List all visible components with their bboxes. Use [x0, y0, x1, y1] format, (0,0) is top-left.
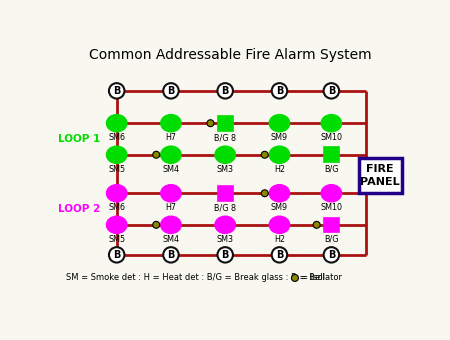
FancyBboxPatch shape: [218, 186, 233, 201]
Ellipse shape: [107, 216, 127, 233]
Ellipse shape: [270, 185, 289, 202]
Ellipse shape: [161, 216, 181, 233]
Text: B: B: [328, 250, 335, 260]
Text: SM4: SM4: [162, 235, 180, 244]
Text: SM5: SM5: [108, 165, 125, 174]
Ellipse shape: [321, 185, 342, 202]
Ellipse shape: [215, 216, 235, 233]
Ellipse shape: [215, 146, 235, 163]
Circle shape: [163, 247, 179, 262]
Text: B/G 8: B/G 8: [214, 203, 236, 212]
Circle shape: [292, 274, 298, 282]
Text: B/G: B/G: [324, 165, 338, 174]
Circle shape: [261, 190, 268, 197]
Circle shape: [207, 120, 214, 127]
Text: B: B: [167, 250, 175, 260]
Circle shape: [313, 221, 320, 228]
Ellipse shape: [107, 146, 127, 163]
Text: B/G 8: B/G 8: [214, 133, 236, 142]
Text: LOOP 1: LOOP 1: [58, 134, 101, 144]
FancyBboxPatch shape: [324, 218, 339, 232]
Text: SM9: SM9: [271, 203, 288, 212]
Text: PANEL: PANEL: [360, 177, 400, 187]
Ellipse shape: [107, 185, 127, 202]
Text: B: B: [328, 86, 335, 96]
Text: H7: H7: [166, 203, 176, 212]
Text: Common Addressable Fire Alarm System: Common Addressable Fire Alarm System: [89, 48, 372, 62]
FancyBboxPatch shape: [218, 116, 233, 131]
Circle shape: [324, 83, 339, 99]
Ellipse shape: [161, 115, 181, 132]
Text: SM9: SM9: [271, 133, 288, 142]
Circle shape: [109, 247, 125, 262]
Circle shape: [261, 151, 268, 158]
Text: SM4: SM4: [162, 165, 180, 174]
Ellipse shape: [270, 115, 289, 132]
Text: SM5: SM5: [108, 235, 125, 244]
Circle shape: [324, 247, 339, 262]
Text: H2: H2: [274, 165, 285, 174]
Circle shape: [163, 83, 179, 99]
Ellipse shape: [107, 115, 127, 132]
Text: FIRE: FIRE: [366, 164, 394, 174]
Circle shape: [153, 221, 160, 228]
Circle shape: [153, 151, 160, 158]
Text: SM3: SM3: [217, 165, 234, 174]
Text: SM10: SM10: [320, 133, 342, 142]
Text: LOOP 2: LOOP 2: [58, 204, 101, 214]
Circle shape: [109, 83, 125, 99]
Circle shape: [217, 83, 233, 99]
Circle shape: [272, 247, 287, 262]
Text: B: B: [276, 250, 283, 260]
Circle shape: [217, 247, 233, 262]
Text: B: B: [221, 250, 229, 260]
Text: SM10: SM10: [320, 203, 342, 212]
FancyBboxPatch shape: [359, 158, 401, 193]
Ellipse shape: [270, 216, 289, 233]
Text: H7: H7: [166, 133, 176, 142]
Circle shape: [272, 83, 287, 99]
Ellipse shape: [321, 115, 342, 132]
Text: SM6: SM6: [108, 133, 125, 142]
Text: B: B: [276, 86, 283, 96]
Text: SM3: SM3: [217, 235, 234, 244]
Text: B: B: [113, 86, 121, 96]
Text: SM6: SM6: [108, 203, 125, 212]
Ellipse shape: [270, 146, 289, 163]
Text: = Isolator: = Isolator: [301, 273, 342, 283]
Text: SM = Smoke det : H = Heat det : B/G = Break glass : B = Bell: SM = Smoke det : H = Heat det : B/G = Br…: [66, 273, 324, 283]
Ellipse shape: [161, 185, 181, 202]
Text: B/G: B/G: [324, 235, 338, 244]
Text: H2: H2: [274, 235, 285, 244]
FancyBboxPatch shape: [324, 148, 339, 162]
Text: B: B: [113, 250, 121, 260]
Text: B: B: [221, 86, 229, 96]
Ellipse shape: [161, 146, 181, 163]
Text: B: B: [167, 86, 175, 96]
